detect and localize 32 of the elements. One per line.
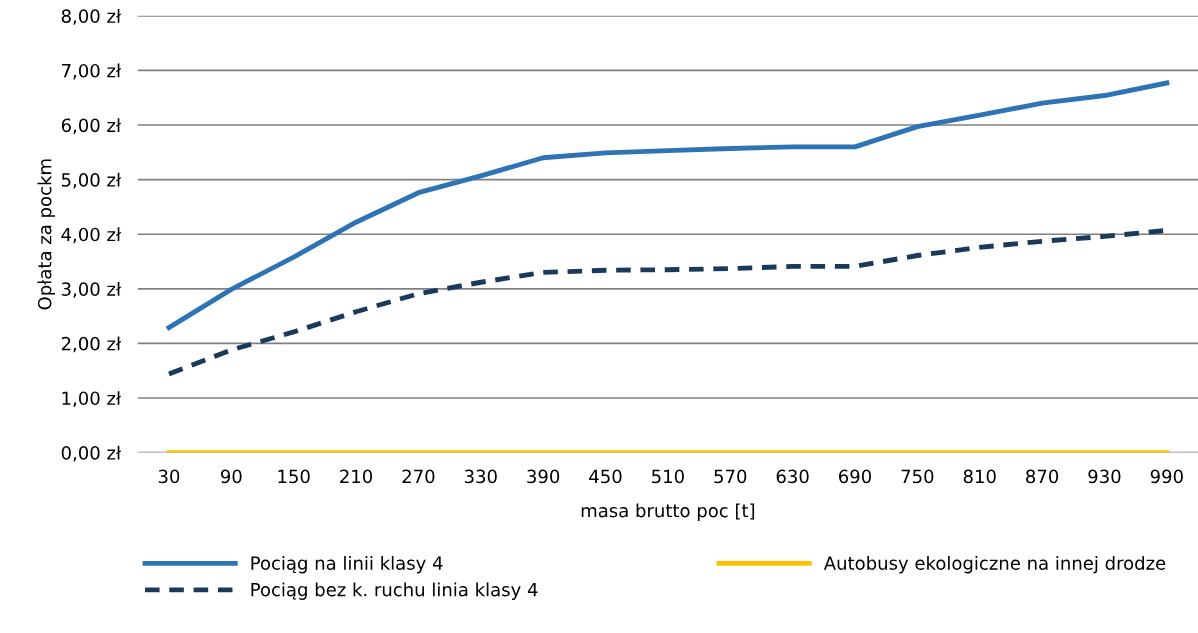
y-axis-title: Opłata za pockm: [37, 159, 55, 310]
y-tick-label: 8,00 zł: [61, 8, 122, 25]
x-tick-label: 330: [464, 469, 497, 484]
y-tick-label: 1,00 zł: [62, 391, 122, 407]
x-tick-label: 90: [220, 469, 242, 484]
y-tick-label: 2,00 zł: [61, 336, 122, 353]
x-tick-label: 630: [776, 469, 809, 484]
x-tick-label: 870: [1026, 469, 1059, 484]
y-tick-label: 6,00 zł: [61, 118, 122, 134]
x-tick-label: 210: [340, 469, 373, 484]
line-series: [166, 80, 1170, 330]
x-tick-label: 570: [714, 469, 747, 484]
y-tick-label: 4,00 zł: [61, 227, 122, 244]
x-tick-label: 390: [527, 469, 560, 484]
legend-label: Autobusy ekologiczne na innej drodze: [823, 555, 1166, 574]
x-tick-label: 810: [963, 469, 996, 484]
x-tick-label: 990: [1150, 469, 1183, 484]
legend-label: Pociąg bez k. ruchu linia klasy 4: [251, 582, 538, 600]
y-tick-label: 7,00 zł: [62, 63, 122, 80]
x-tick-label: 450: [589, 469, 622, 484]
x-tick-label: 510: [652, 469, 684, 484]
y-tick-label: 5,00 zł: [61, 172, 122, 189]
x-tick-label: 270: [402, 469, 435, 484]
x-tick-label: 690: [839, 469, 872, 484]
x-tick-label: 930: [1088, 469, 1121, 484]
legend-label: Pociąg na linii klasy 4: [251, 555, 443, 574]
y-tick-label: 0,00 zł: [61, 445, 122, 462]
x-tick-label: 30: [158, 469, 180, 484]
x-axis-title: masa brutto poc [t]: [581, 503, 755, 521]
x-tick-label: 750: [901, 469, 934, 484]
y-tick-label: 3,00 zł: [61, 281, 122, 298]
x-tick-label: 150: [278, 469, 310, 484]
